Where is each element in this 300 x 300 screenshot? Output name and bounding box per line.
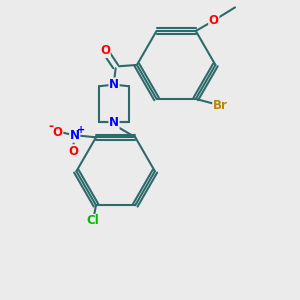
Text: N: N [70, 129, 80, 142]
Text: N: N [109, 116, 119, 129]
Text: +: + [76, 125, 85, 135]
Text: O: O [53, 126, 63, 139]
Text: Cl: Cl [86, 214, 99, 227]
Text: N: N [109, 78, 119, 91]
Text: Br: Br [213, 99, 228, 112]
Text: O: O [209, 14, 219, 27]
Text: O: O [100, 44, 110, 57]
Text: O: O [68, 145, 78, 158]
Text: -: - [48, 120, 53, 133]
